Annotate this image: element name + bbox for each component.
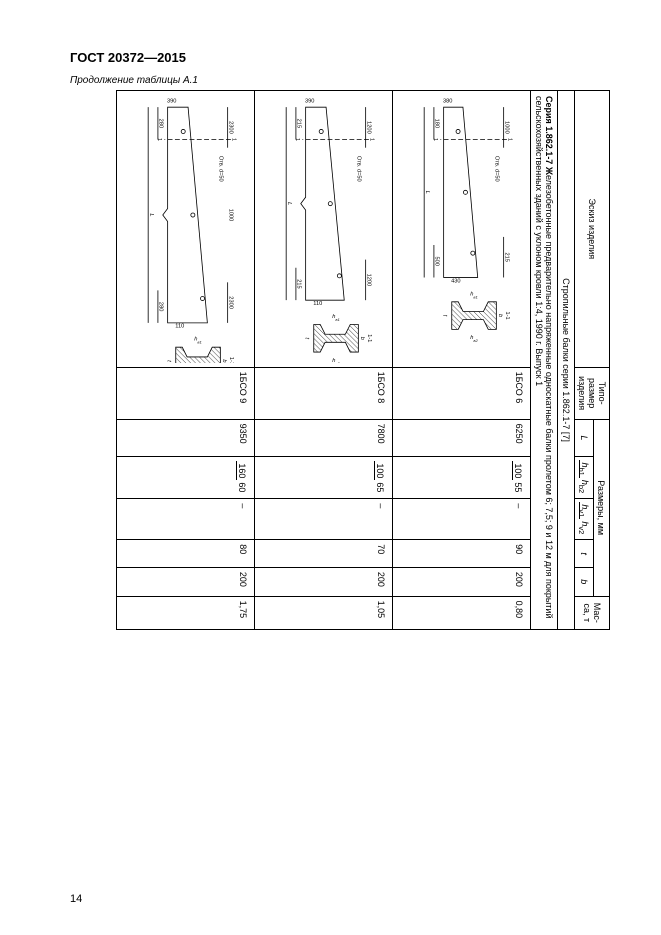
cell-t: 80 [117,540,255,568]
cell-hv: – [117,499,255,540]
doc-header: ГОСТ 20372—2015 [70,50,611,65]
svg-text:L: L [148,213,154,216]
svg-text:110: 110 [176,324,185,330]
svg-text:1: 1 [156,138,162,141]
cell-L: 9350 [117,419,255,457]
svg-text:hв2: hв2 [333,358,341,363]
cell-b: 200 [255,567,393,596]
svg-text:hв2: hв2 [471,335,479,342]
svg-text:hв1: hв1 [471,291,479,299]
cell-typesize: 1БСО 9 [117,367,255,419]
svg-text:Отв. d=50: Отв. d=50 [218,156,224,182]
sketch-cell: 1 1 180 500 L Отв. d=50 380 430 1000 215… [393,91,531,368]
cell-L: 7800 [255,419,393,457]
cell-hb: 16060 [117,457,255,499]
svg-text:1200: 1200 [365,274,371,287]
page-number: 14 [70,893,82,905]
svg-text:1-1: 1-1 [366,334,372,342]
svg-text:2300: 2300 [227,296,233,309]
svg-text:b: b [359,337,365,340]
svg-text:L: L [424,191,430,194]
main-table: Эскиз изделия Типо- размер изделия Разме… [116,90,610,630]
series-text-row: Серия 1.862.1-7 Железобетонные предварит… [531,91,558,630]
svg-text:280: 280 [158,119,164,128]
svg-text:b: b [497,314,503,317]
svg-text:hв1: hв1 [195,337,203,345]
svg-text:215: 215 [296,279,302,288]
cell-t: 70 [255,540,393,568]
svg-text:110: 110 [314,301,323,307]
svg-text:390: 390 [305,98,314,104]
table-row: 1 1 215 215 L Отв. d=50 390 110 1200 120… [255,91,393,630]
cell-mass: 0,80 [393,596,531,629]
svg-text:Отв. d=50: Отв. d=50 [494,156,500,182]
col-typesize: Типо- размер изделия [575,367,610,419]
svg-text:1: 1 [507,138,513,141]
svg-text:1000: 1000 [503,121,509,134]
cell-b: 200 [393,567,531,596]
col-sketch: Эскиз изделия [575,91,610,368]
svg-text:380: 380 [443,98,452,104]
cell-mass: 1,05 [255,596,393,629]
cell-hv: – [255,499,393,540]
svg-text:b: b [221,359,227,362]
cell-hb: 10065 [255,457,393,499]
svg-text:hв1: hв1 [333,314,341,322]
table-row: 1 1 180 500 L Отв. d=50 380 430 1000 215… [393,91,531,630]
svg-text:t: t [166,360,172,362]
series-text: Серия 1.862.1-7 Железобетонные предварит… [531,91,558,630]
svg-text:1-1: 1-1 [504,311,510,319]
col-t: t [575,540,594,568]
sketch-svg: 1 1 215 215 L Отв. d=50 390 110 1200 120… [272,95,377,363]
cell-typesize: 1БСО 6 [393,367,531,419]
svg-text:430: 430 [451,278,460,284]
col-mass: Мас- са, т [575,596,610,629]
sketch-cell: 1 1 280 280 L Отв. d=50 390 110 2300 230… [117,91,255,368]
svg-text:1000: 1000 [227,209,233,222]
svg-text:L: L [286,202,292,205]
svg-text:390: 390 [167,98,176,104]
svg-text:1: 1 [432,138,438,141]
table-header-row-1: Эскиз изделия Типо- размер изделия Разме… [594,91,610,630]
table-row: 1 1 280 280 L Отв. d=50 390 110 2300 230… [117,91,255,630]
cell-t: 90 [393,540,531,568]
svg-text:180: 180 [434,119,440,128]
svg-text:t: t [304,337,310,339]
sketch-svg: 1 1 180 500 L Отв. d=50 380 430 1000 215… [410,95,515,363]
rotated-table-container: Эскиз изделия Типо- размер изделия Разме… [70,90,611,880]
cell-hv: – [393,499,531,540]
svg-text:1: 1 [294,138,300,141]
col-hv: hv1hv2 [575,499,594,540]
svg-text:2300: 2300 [227,121,233,134]
svg-text:500: 500 [434,257,440,266]
svg-text:1200: 1200 [365,121,371,134]
col-hb: hb1hb2 [575,457,594,499]
svg-text:1-1: 1-1 [228,357,234,363]
col-sizes: Размеры, мм [594,419,610,596]
cell-hb: 10055 [393,457,531,499]
svg-text:Отв. d=50: Отв. d=50 [356,156,362,182]
sketch-svg: 1 1 280 280 L Отв. d=50 390 110 2300 230… [134,95,239,363]
table-caption: Продолжение таблицы А.1 [70,75,611,86]
svg-text:215: 215 [296,119,302,128]
series-title-row: Стропильные балки серии 1.862.1-7 [7] [558,91,575,630]
svg-text:1: 1 [369,138,375,141]
col-L: L [575,419,594,457]
cell-L: 6250 [393,419,531,457]
svg-text:t: t [442,315,448,317]
cell-typesize: 1БСО 8 [255,367,393,419]
col-b: b [575,567,594,596]
svg-text:1: 1 [231,138,237,141]
series-title: Стропильные балки серии 1.862.1-7 [7] [558,91,575,630]
cell-mass: 1,75 [117,596,255,629]
svg-text:280: 280 [158,302,164,311]
cell-b: 200 [117,567,255,596]
svg-text:215: 215 [503,252,509,261]
sketch-cell: 1 1 215 215 L Отв. d=50 390 110 1200 120… [255,91,393,368]
